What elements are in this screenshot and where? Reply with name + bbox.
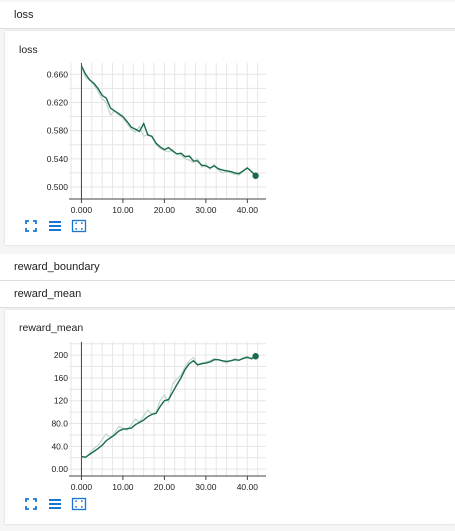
- grid: [69, 63, 266, 199]
- expand-chart-button[interactable]: [23, 496, 39, 512]
- reward-mean-section-header[interactable]: reward_mean: [0, 281, 455, 308]
- fit-domain-button[interactable]: [71, 496, 87, 512]
- section-title: reward_boundary: [14, 261, 100, 273]
- loss-chart-card: loss 0.500 0.540 0.580 0.620 0.660 0.000 10.00…: [5, 31, 455, 245]
- chart-title: loss: [19, 44, 38, 56]
- y-tick-label: 0.00: [51, 464, 68, 474]
- fullscreen-icon: [25, 498, 37, 510]
- reward-boundary-section-header[interactable]: reward_boundary: [0, 254, 455, 281]
- last-point-marker[interactable]: [252, 172, 259, 179]
- x-tick-label: 40.00: [237, 205, 259, 215]
- y-tick-label: 200: [54, 350, 68, 360]
- y-tick-label: 0.660: [47, 69, 69, 79]
- toggle-data-table-button[interactable]: [47, 218, 63, 234]
- list-icon: [49, 221, 61, 231]
- y-tick-label: 40.0: [51, 441, 68, 451]
- list-icon: [49, 499, 61, 509]
- x-tick-label: 30.00: [195, 482, 217, 492]
- x-tick-label: 10.00: [112, 482, 134, 492]
- chart-title: reward_mean: [19, 322, 84, 334]
- section-title: loss: [14, 9, 34, 21]
- x-tick-label: 0.000: [71, 482, 93, 492]
- y-tick-label: 0.620: [47, 97, 69, 107]
- smoothed-series-line: [80, 65, 257, 177]
- expand-chart-button[interactable]: [23, 218, 39, 234]
- x-tick-label: 20.00: [154, 482, 176, 492]
- grid: [69, 342, 266, 476]
- loss-section-header[interactable]: loss: [0, 2, 455, 29]
- y-tick-label: 160: [54, 373, 68, 383]
- y-tick-label: 0.580: [47, 126, 69, 136]
- x-tick-label: 10.00: [112, 205, 134, 215]
- fit-domain-button[interactable]: [71, 218, 87, 234]
- reward-mean-chart-card: reward_mean 0.00 40.0 80.0 120 160 200 0.000 10…: [5, 310, 455, 524]
- raw-series-line: [81, 355, 256, 459]
- loss-chart: 0.500 0.540 0.580 0.620 0.660 0.000 10.00 20.00…: [47, 63, 266, 215]
- section-title: reward_mean: [14, 288, 82, 300]
- toggle-data-table-button[interactable]: [47, 496, 63, 512]
- y-tick-label: 0.540: [47, 154, 69, 164]
- fit-to-data-icon: [71, 219, 87, 233]
- smoothed-series-line: [81, 355, 256, 458]
- y-tick-label: 120: [54, 396, 68, 406]
- fit-to-data-icon: [71, 497, 87, 511]
- reward-mean-chart: 0.00 40.0 80.0 120 160 200 0.000 10.00 20.00 30.0…: [51, 342, 266, 492]
- y-tick-label: 80.0: [51, 419, 68, 429]
- fullscreen-icon: [25, 220, 37, 232]
- x-tick-label: 20.00: [154, 205, 176, 215]
- x-tick-label: 0.000: [71, 205, 93, 215]
- last-point-marker[interactable]: [252, 353, 259, 360]
- x-tick-label: 30.00: [195, 205, 217, 215]
- x-tick-label: 40.00: [237, 482, 259, 492]
- y-tick-label: 0.500: [47, 182, 69, 192]
